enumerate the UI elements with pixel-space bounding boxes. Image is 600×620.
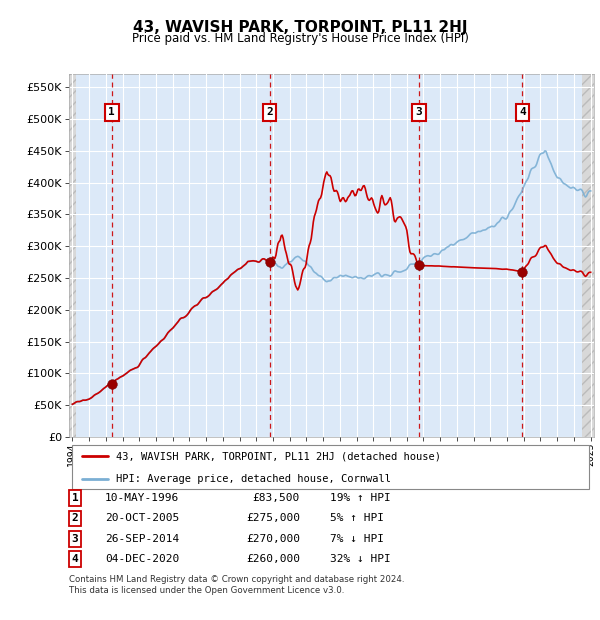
Text: 1: 1 (109, 107, 115, 117)
Text: £260,000: £260,000 (246, 554, 300, 564)
Text: 4: 4 (71, 554, 79, 564)
Text: 43, WAVISH PARK, TORPOINT, PL11 2HJ: 43, WAVISH PARK, TORPOINT, PL11 2HJ (133, 20, 467, 35)
Text: 10-MAY-1996: 10-MAY-1996 (105, 493, 179, 503)
Text: £275,000: £275,000 (246, 513, 300, 523)
Text: 32% ↓ HPI: 32% ↓ HPI (330, 554, 391, 564)
Text: 1: 1 (71, 493, 79, 503)
Text: Contains HM Land Registry data © Crown copyright and database right 2024.
This d: Contains HM Land Registry data © Crown c… (69, 575, 404, 595)
Text: 43, WAVISH PARK, TORPOINT, PL11 2HJ (detached house): 43, WAVISH PARK, TORPOINT, PL11 2HJ (det… (116, 451, 441, 461)
Text: 3: 3 (416, 107, 422, 117)
Text: Price paid vs. HM Land Registry's House Price Index (HPI): Price paid vs. HM Land Registry's House … (131, 32, 469, 45)
Text: £83,500: £83,500 (253, 493, 300, 503)
Text: 2: 2 (266, 107, 273, 117)
Text: £270,000: £270,000 (246, 534, 300, 544)
Text: 26-SEP-2014: 26-SEP-2014 (105, 534, 179, 544)
Text: 4: 4 (519, 107, 526, 117)
FancyBboxPatch shape (71, 445, 589, 489)
Text: 2: 2 (71, 513, 79, 523)
Text: 19% ↑ HPI: 19% ↑ HPI (330, 493, 391, 503)
Text: HPI: Average price, detached house, Cornwall: HPI: Average price, detached house, Corn… (116, 474, 391, 484)
Text: 5% ↑ HPI: 5% ↑ HPI (330, 513, 384, 523)
Text: 04-DEC-2020: 04-DEC-2020 (105, 554, 179, 564)
Text: 7% ↓ HPI: 7% ↓ HPI (330, 534, 384, 544)
Bar (69, 74, 76, 437)
Text: 20-OCT-2005: 20-OCT-2005 (105, 513, 179, 523)
Text: 3: 3 (71, 534, 79, 544)
Bar (582, 74, 594, 437)
